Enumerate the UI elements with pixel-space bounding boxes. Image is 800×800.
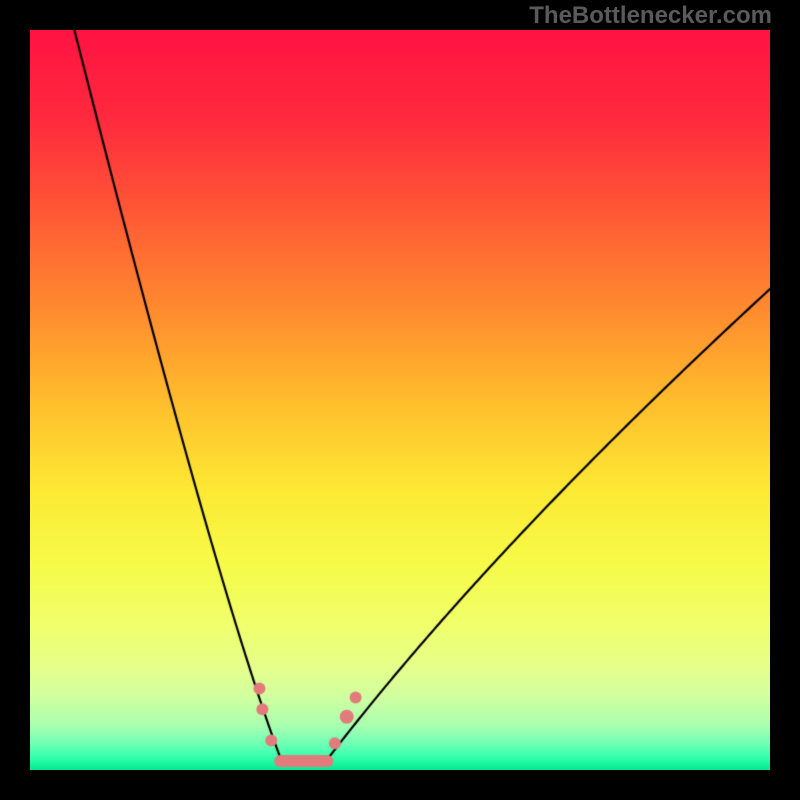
bottleneck-curve bbox=[30, 30, 770, 770]
plot-area bbox=[30, 30, 770, 770]
watermark-text: TheBottlenecker.com bbox=[529, 2, 772, 30]
chart-stage: TheBottlenecker.com bbox=[0, 0, 800, 800]
